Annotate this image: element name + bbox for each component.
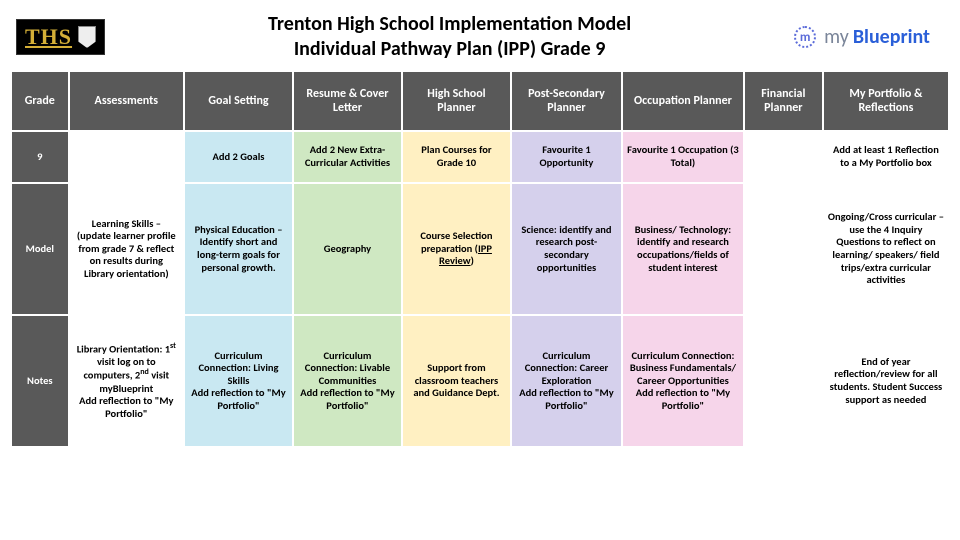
grade9-row: 9 Add 2 Goals Add 2 New Extra-Curricular… (12, 132, 948, 182)
notes-hs-planner: Support from classroom teachers and Guid… (403, 316, 510, 446)
notes-row: Notes Library Orientation: 1st visit log… (12, 316, 948, 446)
notes-goal-bold: Add reflection to "My Portfolio" (191, 386, 285, 412)
notes-assessments: Library Orientation: 1st visit log on to… (70, 316, 183, 446)
g9-ps-planner: Favourite 1 Opportunity (512, 132, 621, 182)
notes-assess-sup2: nd (140, 367, 149, 377)
header: THS Trenton High School Implementation M… (0, 0, 960, 70)
model-row: Model Learning Skills – (update learner … (12, 184, 948, 314)
model-portfolio: Ongoing/Cross curricular – use the 4 Inq… (824, 184, 948, 314)
model-goal: Physical Education – Identify short and … (185, 184, 292, 314)
notes-ps-planner: Curriculum Connection: Career Exploratio… (512, 316, 621, 446)
col-grade: Grade (12, 72, 68, 130)
notes-occ-1: Curriculum Connection: Business Fundamen… (630, 349, 736, 387)
notes-assess-1: Library Orientation: 1 (77, 342, 170, 355)
col-portfolio: My Portfolio & Reflections (824, 72, 948, 130)
model-financial (745, 184, 822, 314)
header-row: Grade Assessments Goal Setting Resume & … (12, 72, 948, 130)
col-resume: Resume & Cover Letter (294, 72, 401, 130)
ipp-table-wrap: Grade Assessments Goal Setting Resume & … (0, 70, 960, 448)
model-ps-planner: Science: identify and research post-seco… (512, 184, 621, 314)
shield-icon (78, 26, 96, 48)
notes-occupation: Curriculum Connection: Business Fundamen… (623, 316, 743, 446)
col-financial: Financial Planner (745, 72, 822, 130)
ths-logo-text: THS (25, 24, 72, 50)
col-goal-setting: Goal Setting (185, 72, 292, 130)
row-label-notes: Notes (12, 316, 68, 446)
model-resume: Geography (294, 184, 401, 314)
g9-resume: Add 2 New Extra-Curricular Activities (294, 132, 401, 182)
page-title: Trenton High School Implementation Model… (105, 12, 794, 62)
g9-portfolio: Add at least 1 Reflection to a My Portfo… (824, 132, 948, 182)
myblueprint-bp: Blueprint (853, 25, 930, 49)
model-assessments: Learning Skills – (update learner profil… (70, 184, 183, 314)
notes-resume: Curriculum Connection: Livable Communiti… (294, 316, 401, 446)
row-label-model: Model (12, 184, 68, 314)
ths-logo: THS (16, 19, 105, 55)
col-occupation: Occupation Planner (623, 72, 743, 130)
notes-portfolio: End of year reflection/review for all st… (824, 316, 948, 446)
model-occupation: Business/ Technology: identify and resea… (623, 184, 743, 314)
myblueprint-my: my (824, 25, 849, 49)
myblueprint-icon: m (794, 26, 816, 48)
notes-ps-1: Curriculum Connection: Career Exploratio… (525, 349, 609, 387)
title-line-1: Trenton High School Implementation Model (268, 12, 631, 36)
notes-occ-bold: Add reflection to "My Portfolio" (636, 386, 730, 412)
col-assessments: Assessments (70, 72, 183, 130)
notes-financial (745, 316, 822, 446)
model-hs-post: ) (471, 254, 474, 267)
row-label-grade9: 9 (12, 132, 68, 182)
g9-occupation: Favourite 1 Occupation (3 Total) (623, 132, 743, 182)
notes-goal: Curriculum Connection: Living Skills Add… (185, 316, 292, 446)
g9-financial (745, 132, 822, 182)
g9-hs-planner: Plan Courses for Grade 10 (403, 132, 510, 182)
ipp-table: Grade Assessments Goal Setting Resume & … (10, 70, 950, 448)
col-hs-planner: High School Planner (403, 72, 510, 130)
notes-resume-bold: Add reflection to "My Portfolio" (300, 386, 394, 412)
notes-goal-1: Curriculum Connection: Living Skills (198, 349, 278, 387)
col-ps-planner: Post-Secondary Planner (512, 72, 621, 130)
notes-assess-bold: Add reflection to "My Portfolio" (79, 394, 173, 420)
notes-ps-bold: Add reflection to "My Portfolio" (519, 386, 613, 412)
g9-goal: Add 2 Goals (185, 132, 292, 182)
title-line-2: Individual Pathway Plan (IPP) Grade 9 (294, 37, 606, 61)
model-hs-planner: Course Selection preparation (IPP Review… (403, 184, 510, 314)
notes-resume-1: Curriculum Connection: Livable Communiti… (305, 349, 390, 387)
notes-assess-sup1: st (170, 341, 176, 351)
g9-assessments (70, 132, 183, 182)
myblueprint-logo: m myBlueprint (794, 25, 930, 49)
